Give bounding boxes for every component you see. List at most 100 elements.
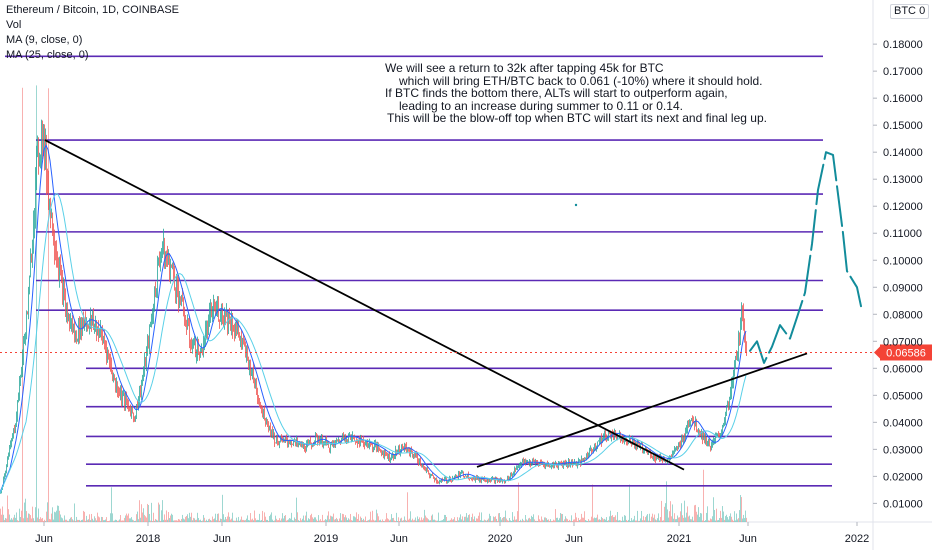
volume-bar	[7, 495, 8, 522]
indicator-ma25[interactable]: MA (25, close, 0)	[6, 49, 89, 61]
volume-bar	[118, 520, 119, 522]
volume-bar	[554, 520, 555, 522]
volume-bar	[562, 514, 563, 522]
volume-bar	[149, 513, 150, 522]
volume-bar	[169, 518, 170, 522]
volume-bar	[173, 520, 174, 522]
volume-bar	[671, 516, 672, 522]
annotation-line: which will bring ETH/BTC back to 0.061 (…	[399, 73, 763, 88]
volume-bar	[592, 484, 593, 522]
volume-bar	[419, 517, 420, 522]
volume-bar	[212, 516, 213, 522]
volume-bar	[447, 520, 448, 522]
volume-bar	[367, 520, 368, 522]
volume-bar	[67, 520, 68, 522]
volume-bar	[350, 513, 351, 522]
volume-bar	[480, 520, 481, 522]
currency-badge[interactable]: BTC 0	[890, 4, 930, 19]
volume-bar	[646, 515, 647, 522]
volume-bar	[85, 520, 86, 522]
volume-bar	[716, 508, 717, 522]
volume-bar	[728, 519, 729, 522]
volume-bar	[61, 517, 62, 522]
volume-bar	[333, 513, 334, 522]
volume-bar	[440, 520, 441, 522]
volume-bar	[418, 519, 419, 522]
volume-bar	[196, 519, 197, 522]
volume-bar	[417, 516, 418, 522]
volume-bar	[472, 513, 473, 522]
volume-bar	[288, 519, 289, 522]
volume-bar	[617, 512, 618, 522]
current-price-label: 0.06586	[886, 347, 926, 359]
volume-bar	[620, 520, 621, 522]
volume-bar	[504, 516, 505, 522]
volume-bar	[572, 520, 573, 522]
volume-bar	[260, 520, 261, 522]
volume-bar	[262, 510, 263, 522]
volume-bar	[680, 511, 681, 522]
volume-bar	[484, 519, 485, 522]
volume-bar	[175, 520, 176, 522]
volume-bar	[311, 513, 312, 522]
volume-bar	[634, 515, 635, 522]
volume-bar	[683, 517, 684, 522]
volume-bar	[167, 519, 168, 522]
volume-bar	[510, 520, 511, 522]
volume-bar	[444, 514, 445, 522]
volume-bar	[726, 514, 727, 522]
volume-bar	[65, 519, 66, 522]
volume-bar	[563, 520, 564, 522]
volume-bar	[547, 519, 548, 522]
volume-bar	[209, 518, 210, 522]
volume-bar	[94, 516, 95, 522]
volume-bar	[496, 518, 497, 522]
volume-bar	[719, 518, 720, 522]
volume-bar	[456, 520, 457, 522]
volume-bar	[105, 519, 106, 522]
volume-bar	[82, 519, 83, 522]
volume-bar	[460, 514, 461, 522]
volume-bar	[651, 516, 652, 522]
indicator-vol[interactable]: Vol	[6, 19, 22, 31]
volume-bar	[235, 520, 236, 522]
volume-bar	[78, 519, 79, 522]
volume-bar	[590, 520, 591, 522]
volume-bar	[599, 519, 600, 522]
volume-bar	[316, 519, 317, 522]
volume-bar	[723, 511, 724, 522]
volume-bar	[323, 520, 324, 522]
volume-bar	[619, 520, 620, 522]
volume-bar	[534, 519, 535, 522]
volume-bar	[467, 517, 468, 522]
volume-bar	[573, 519, 574, 522]
volume-bar	[107, 520, 108, 522]
volume-bar	[565, 516, 566, 522]
volume-bar	[453, 519, 454, 522]
volume-bar	[141, 504, 142, 522]
volume-bar	[581, 513, 582, 522]
volume-bar	[577, 520, 578, 522]
volume-bar	[381, 520, 382, 522]
chart-title[interactable]: Ethereum / Bitcoin, 1D, COINBASE	[6, 4, 180, 16]
x-tick-label: Jun	[739, 533, 757, 545]
volume-bar	[537, 520, 538, 522]
volume-bar	[11, 518, 12, 522]
volume-bar	[293, 520, 294, 522]
volume-bar	[121, 520, 122, 522]
volume-bar	[685, 517, 686, 522]
volume-bar	[327, 515, 328, 522]
volume-bar	[505, 510, 506, 522]
volume-bar	[632, 520, 633, 522]
volume-bar	[556, 517, 557, 522]
volume-bar	[647, 514, 648, 522]
volume-bar	[698, 507, 699, 522]
indicator-ma9[interactable]: MA (9, close, 0)	[6, 34, 83, 46]
volume-bar	[271, 512, 272, 522]
volume-bar	[552, 520, 553, 522]
volume-bar	[214, 518, 215, 522]
volume-bar	[514, 516, 515, 522]
volume-bar	[165, 519, 166, 522]
volume-bar	[660, 517, 661, 522]
